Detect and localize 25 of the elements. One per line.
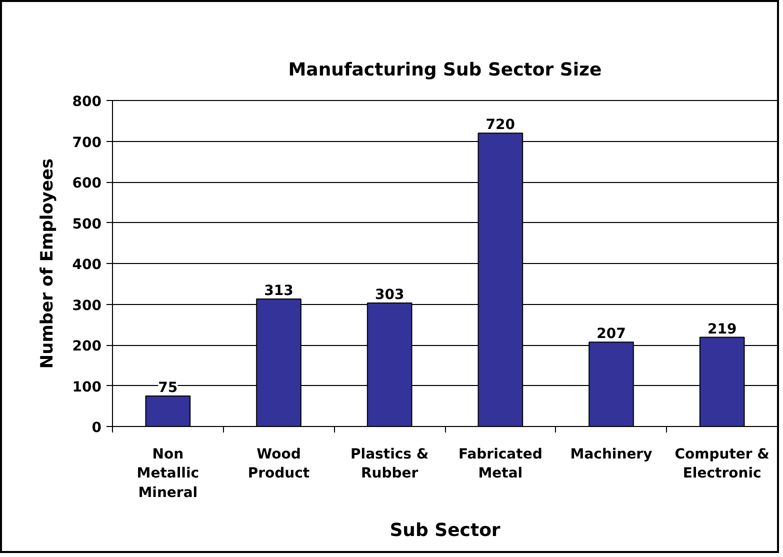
y-tick-label: 400 bbox=[72, 257, 102, 273]
bar bbox=[145, 395, 191, 426]
y-tick-label: 300 bbox=[72, 298, 102, 314]
x-tick-label: Fabricated Metal bbox=[458, 446, 542, 482]
y-tick-label: 0 bbox=[92, 420, 102, 436]
y-tick-label: 100 bbox=[72, 379, 102, 396]
x-tick-label: Non Metallic Mineral bbox=[136, 446, 200, 501]
x-tick-label: Machinery bbox=[570, 446, 652, 462]
x-tick-label: Wood Product bbox=[248, 446, 310, 482]
y-tick-label: 200 bbox=[72, 338, 102, 354]
y-axis-title: Number of Employees bbox=[37, 158, 58, 369]
x-tick-label: Computer & Electronic bbox=[674, 446, 770, 482]
data-label: 207 bbox=[596, 326, 626, 342]
y-tick-label: 800 bbox=[72, 94, 102, 110]
data-label: 219 bbox=[707, 321, 737, 338]
y-tick-label: 600 bbox=[72, 176, 102, 192]
data-label: 303 bbox=[374, 287, 404, 304]
chart-title: Manufacturing Sub Sector Size bbox=[288, 60, 602, 80]
data-label: 75 bbox=[158, 380, 178, 396]
data-label: 720 bbox=[486, 117, 516, 134]
data-label: 313 bbox=[264, 282, 294, 299]
y-tick-label: 500 bbox=[72, 216, 102, 232]
x-tick-label: Plastics & Rubber bbox=[350, 446, 429, 482]
x-axis-title: Sub Sector bbox=[390, 520, 500, 541]
y-tick-label: 700 bbox=[72, 134, 102, 151]
